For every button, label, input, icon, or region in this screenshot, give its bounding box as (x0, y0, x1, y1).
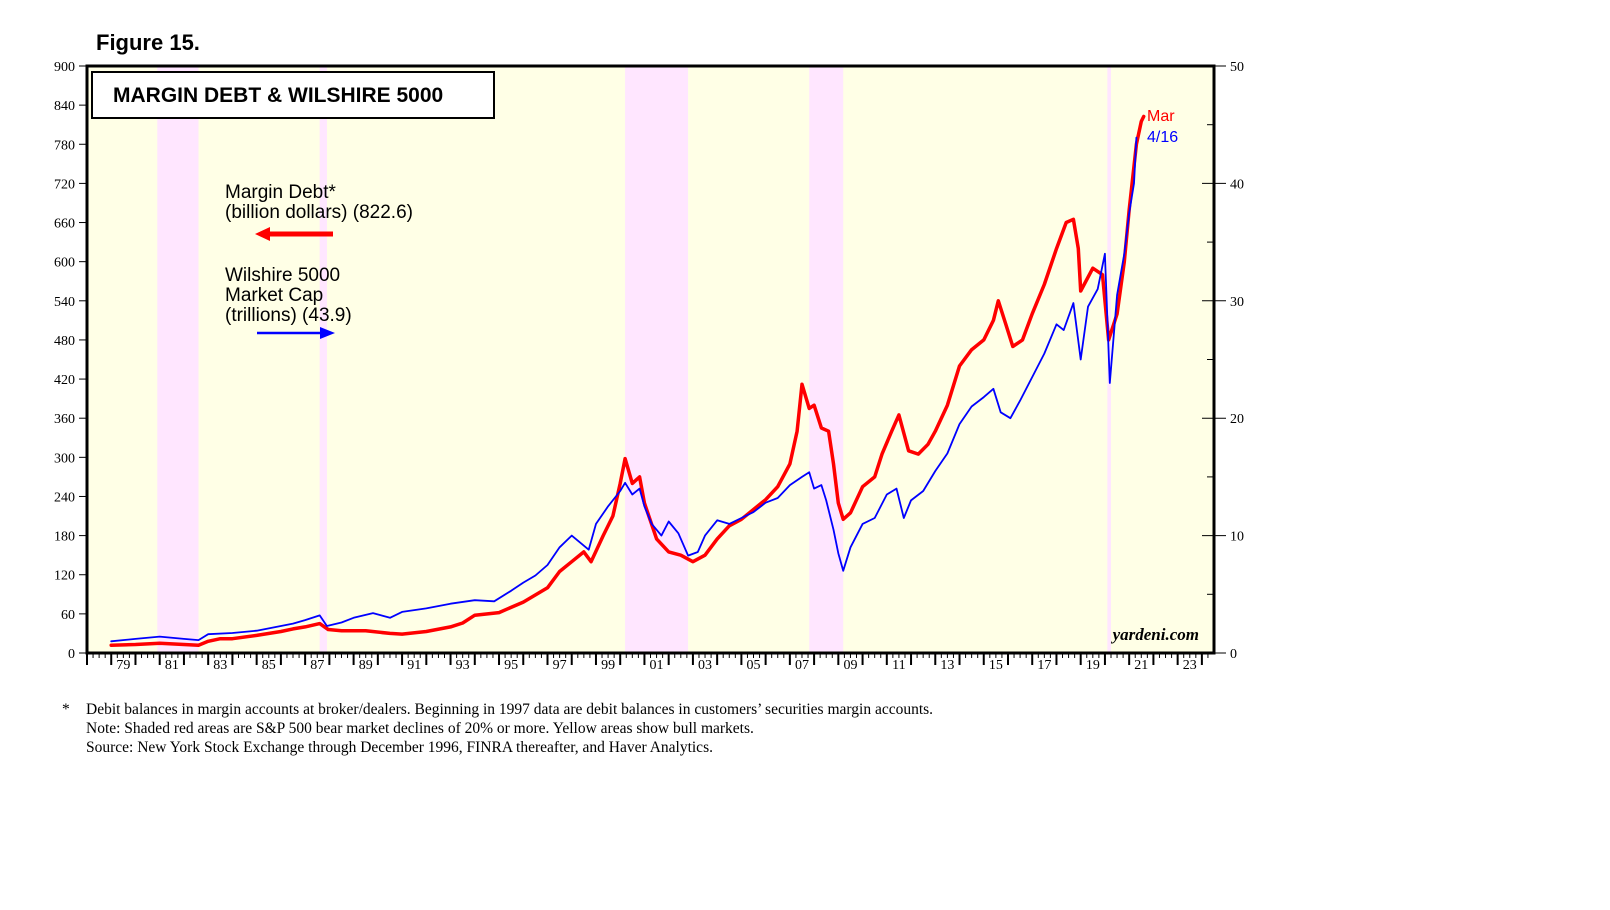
chart-background (87, 66, 1214, 653)
x-tick-label: 13 (940, 658, 954, 673)
x-tick-label: 91 (407, 658, 421, 673)
x-tick-label: 15 (989, 658, 1003, 673)
legend-margin-debt-line1: Margin Debt* (225, 182, 336, 203)
y-left-tick-label: 840 (54, 99, 75, 114)
footnote-1: * Debit balances in margin accounts at br… (62, 700, 1262, 719)
x-tick-label: 99 (601, 658, 615, 673)
x-tick-label: 03 (698, 658, 712, 673)
axis-ticks: 0601201802403003604204805406006607207808… (54, 60, 1244, 673)
x-tick-label: 01 (650, 658, 664, 673)
x-tick-label: 95 (504, 658, 518, 673)
x-tick-label: 87 (310, 658, 324, 673)
y-right-tick-label: 0 (1230, 647, 1237, 662)
y-right-tick-label: 50 (1230, 60, 1244, 75)
y-left-tick-label: 480 (54, 334, 75, 349)
y-left-tick-label: 720 (54, 177, 75, 192)
legend-wilshire-arrow-icon (257, 327, 335, 339)
x-tick-label: 79 (116, 658, 130, 673)
y-right-tick-label: 30 (1230, 295, 1244, 310)
end-label-wilshire: 4/16 (1147, 129, 1178, 146)
x-tick-label: 89 (359, 658, 373, 673)
title-box (91, 71, 495, 119)
chart-title: MARGIN DEBT & WILSHIRE 5000 (113, 84, 443, 107)
figure-title: Figure 15. (96, 30, 200, 55)
x-tick-label: 83 (213, 658, 227, 673)
y-left-tick-label: 240 (54, 490, 75, 505)
footnotes: * Debit balances in margin accounts at br… (62, 700, 1262, 757)
y-left-tick-label: 780 (54, 138, 75, 153)
x-tick-label: 85 (262, 658, 276, 673)
y-left-tick-label: 360 (54, 412, 75, 427)
y-left-tick-label: 660 (54, 217, 75, 232)
x-tick-label: 11 (892, 658, 905, 673)
y-left-tick-label: 600 (54, 256, 75, 271)
y-left-tick-label: 420 (54, 373, 75, 388)
legend-margin-debt-line2: (billion dollars) (822.6) (225, 202, 413, 223)
footnote-3: Source: New York Stock Exchange through … (86, 739, 713, 756)
bear-market-area-4 (809, 66, 844, 653)
y-right-tick-label: 20 (1230, 412, 1244, 427)
y-left-tick-label: 540 (54, 295, 75, 310)
y-left-tick-label: 900 (54, 60, 75, 75)
x-tick-label: 07 (795, 658, 809, 673)
x-tick-label: 19 (1086, 658, 1100, 673)
x-tick-label: 93 (456, 658, 470, 673)
legend-margin-debt-arrow-icon (255, 227, 333, 241)
x-tick-label: 23 (1183, 658, 1197, 673)
footnote-1-text: Debit balances in margin accounts at bro… (86, 701, 934, 718)
y-left-tick-label: 180 (54, 530, 75, 545)
footnote-star: * (62, 701, 70, 718)
y-left-tick-label: 0 (68, 647, 75, 662)
x-tick-label: 09 (843, 658, 857, 673)
plot-frame (85, 64, 1216, 655)
end-label-margin-debt: Mar (1147, 108, 1175, 125)
footnote-2: Note: Shaded red areas are S&P 500 bear … (86, 720, 754, 737)
y-right-tick-label: 10 (1230, 530, 1244, 545)
y-left-tick-label: 60 (61, 608, 75, 623)
y-right-tick-label: 40 (1230, 177, 1244, 192)
bear-market-area-1 (157, 66, 199, 653)
x-tick-label: 97 (553, 658, 567, 673)
bear-market-area-3 (625, 66, 689, 653)
legend-wilshire-line2: Market Cap (225, 285, 323, 306)
bear-market-area-2 (319, 66, 327, 653)
wilshire-line (110, 136, 1138, 643)
series-lines (109, 114, 1146, 647)
credit-label: yardeni.com (1111, 625, 1199, 644)
x-tick-label: 81 (165, 658, 179, 673)
legend-wilshire-line3: (trillions) (43.9) (225, 305, 352, 326)
margin-debt-line (109, 114, 1146, 647)
x-tick-label: 05 (747, 658, 761, 673)
x-tick-label: 21 (1134, 658, 1148, 673)
legend-wilshire-line1: Wilshire 5000 (225, 265, 340, 286)
y-left-tick-label: 300 (54, 451, 75, 466)
y-left-tick-label: 120 (54, 569, 75, 584)
x-tick-label: 17 (1037, 658, 1051, 673)
